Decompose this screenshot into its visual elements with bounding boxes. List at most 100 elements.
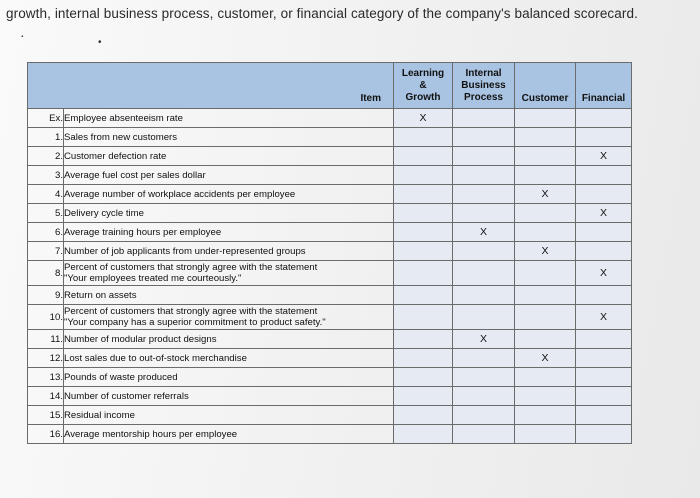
customer-category-cell[interactable]: X [514, 241, 576, 261]
learning-category-cell[interactable] [393, 329, 453, 349]
learning-category-cell[interactable] [393, 165, 453, 185]
internal-category-cell[interactable] [452, 285, 515, 305]
financial-category-cell[interactable] [575, 424, 632, 444]
item-description: Residual income [63, 405, 394, 425]
customer-category-cell[interactable] [514, 203, 576, 223]
learning-category-cell[interactable] [393, 367, 453, 387]
internal-category-cell[interactable] [452, 367, 515, 387]
internal-category-cell[interactable] [452, 165, 515, 185]
internal-category-cell[interactable] [452, 184, 515, 204]
customer-category-cell[interactable] [514, 108, 576, 128]
learning-category-cell[interactable] [393, 285, 453, 305]
item-text-line: Customer defection rate [64, 150, 167, 162]
financial-category-cell[interactable] [575, 241, 632, 261]
internal-business-process-header: Internal Business Process [452, 62, 515, 109]
header-row: Item Learning & Growth Internal Business… [27, 62, 632, 109]
internal-category-cell[interactable]: X [452, 222, 515, 242]
internal-category-cell[interactable] [452, 304, 515, 330]
item-description: Average number of workplace accidents pe… [63, 184, 394, 204]
customer-category-cell[interactable] [514, 165, 576, 185]
table-row: 14. Number of customer referrals [27, 386, 632, 406]
financial-category-cell[interactable]: X [575, 203, 632, 223]
learning-category-cell[interactable] [393, 348, 453, 368]
learning-category-cell[interactable] [393, 386, 453, 406]
internal-category-cell[interactable] [452, 424, 515, 444]
customer-category-cell[interactable] [514, 329, 576, 349]
financial-category-cell[interactable] [575, 285, 632, 305]
table-row: 10. Percent of customers that strongly ag… [27, 304, 632, 330]
financial-category-cell[interactable]: X [575, 304, 632, 330]
item-description: Number of modular product designs [63, 329, 394, 349]
financial-category-cell[interactable] [575, 386, 632, 406]
customer-category-cell[interactable] [514, 260, 576, 286]
customer-category-cell[interactable] [514, 127, 576, 147]
financial-category-cell[interactable] [575, 165, 632, 185]
item-text-line: Number of customer referrals [64, 390, 189, 402]
learning-category-cell[interactable] [393, 203, 453, 223]
internal-category-cell[interactable] [452, 108, 515, 128]
table-row: 13. Pounds of waste produced [27, 367, 632, 387]
learning-category-cell[interactable]: X [393, 108, 453, 128]
financial-category-cell[interactable] [575, 127, 632, 147]
internal-category-cell[interactable] [452, 203, 515, 223]
item-text-line: Number of modular product designs [64, 333, 217, 345]
header-line: Growth [405, 91, 441, 103]
item-number: 13. [27, 367, 64, 387]
learning-category-cell[interactable] [393, 260, 453, 286]
financial-category-cell[interactable] [575, 184, 632, 204]
learning-category-cell[interactable] [393, 424, 453, 444]
table-row: 2. Customer defection rate X [27, 146, 632, 166]
table-row: 4. Average number of workplace accidents … [27, 184, 632, 204]
internal-category-cell[interactable] [452, 405, 515, 425]
internal-category-cell[interactable] [452, 348, 515, 368]
customer-header: Customer [514, 62, 576, 109]
item-description: Lost sales due to out-of-stock merchandi… [63, 348, 394, 368]
customer-category-cell[interactable] [514, 367, 576, 387]
learning-category-cell[interactable] [393, 241, 453, 261]
customer-category-cell[interactable] [514, 405, 576, 425]
header-line: Process [464, 91, 503, 103]
internal-category-cell[interactable]: X [452, 329, 515, 349]
item-text-line: Percent of customers that strongly agree… [64, 306, 318, 317]
learning-category-cell[interactable] [393, 127, 453, 147]
item-text-line: Average number of workplace accidents pe… [64, 188, 296, 200]
financial-category-cell[interactable] [575, 367, 632, 387]
customer-category-cell[interactable]: X [514, 184, 576, 204]
learning-category-cell[interactable] [393, 222, 453, 242]
financial-category-cell[interactable] [575, 222, 632, 242]
internal-category-cell[interactable] [452, 127, 515, 147]
learning-category-cell[interactable] [393, 405, 453, 425]
item-description: Average mentorship hours per employee [63, 424, 394, 444]
customer-category-cell[interactable] [514, 304, 576, 330]
table-row: 7. Number of job applicants from under-re… [27, 241, 632, 261]
financial-category-cell[interactable] [575, 348, 632, 368]
item-description: Percent of customers that strongly agree… [63, 260, 394, 286]
item-text-line: Pounds of waste produced [64, 371, 178, 383]
financial-category-cell[interactable] [575, 108, 632, 128]
table-row: 3. Average fuel cost per sales dollar [27, 165, 632, 185]
customer-category-cell[interactable] [514, 424, 576, 444]
table-row: 12. Lost sales due to out-of-stock mercha… [27, 348, 632, 368]
learning-category-cell[interactable] [393, 184, 453, 204]
internal-category-cell[interactable] [452, 260, 515, 286]
financial-category-cell[interactable] [575, 405, 632, 425]
customer-category-cell[interactable] [514, 146, 576, 166]
customer-category-cell[interactable]: X [514, 348, 576, 368]
learning-category-cell[interactable] [393, 146, 453, 166]
customer-category-cell[interactable] [514, 222, 576, 242]
financial-category-cell[interactable]: X [575, 260, 632, 286]
customer-category-cell[interactable] [514, 386, 576, 406]
learning-category-cell[interactable] [393, 304, 453, 330]
financial-category-cell[interactable]: X [575, 146, 632, 166]
item-number: Ex. [27, 108, 64, 128]
item-number: 10. [27, 304, 64, 330]
internal-category-cell[interactable] [452, 241, 515, 261]
item-text-line: Number of job applicants from under-repr… [64, 245, 306, 257]
internal-category-cell[interactable] [452, 386, 515, 406]
financial-category-cell[interactable] [575, 329, 632, 349]
internal-category-cell[interactable] [452, 146, 515, 166]
customer-category-cell[interactable] [514, 285, 576, 305]
item-number: 3. [27, 165, 64, 185]
item-text-line: Percent of customers that strongly agree… [64, 262, 318, 273]
item-text-line: Lost sales due to out-of-stock merchandi… [64, 352, 247, 364]
